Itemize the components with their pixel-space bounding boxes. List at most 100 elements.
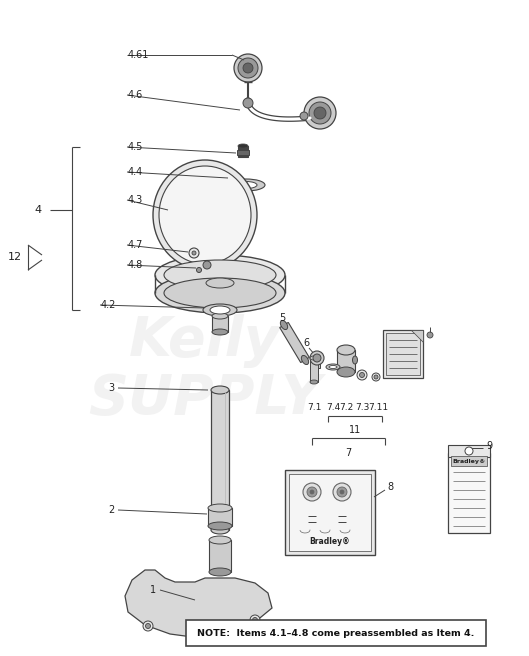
Text: 12: 12 [8,252,22,262]
Ellipse shape [159,166,251,264]
Ellipse shape [209,568,231,576]
Ellipse shape [209,536,231,544]
Text: 4.4: 4.4 [128,167,143,177]
Circle shape [197,634,203,640]
Ellipse shape [309,102,331,124]
Circle shape [427,332,433,338]
Circle shape [196,268,202,272]
Text: 4.2: 4.2 [101,300,116,310]
Bar [383,330,423,378]
Text: 4.61: 4.61 [128,50,149,60]
Ellipse shape [155,255,285,295]
Polygon shape [337,350,355,372]
Ellipse shape [211,526,229,534]
Text: 9: 9 [486,441,492,451]
Text: 5: 5 [279,313,285,323]
Ellipse shape [153,160,257,270]
Text: 11: 11 [349,425,361,435]
Circle shape [307,487,317,497]
Polygon shape [411,330,423,342]
Circle shape [374,375,378,379]
Circle shape [310,490,314,494]
Text: 7.11: 7.11 [368,403,388,413]
Text: 4.5: 4.5 [128,142,143,152]
Circle shape [372,373,380,381]
Ellipse shape [155,273,285,313]
Ellipse shape [337,345,355,355]
Circle shape [203,261,211,269]
Ellipse shape [280,320,288,329]
Text: 6: 6 [303,338,309,348]
Ellipse shape [238,58,258,78]
Circle shape [143,621,153,631]
Text: 7.2: 7.2 [339,403,353,413]
Bar [451,456,487,466]
Text: 4: 4 [35,205,42,215]
Ellipse shape [234,54,262,82]
Circle shape [250,615,260,625]
Circle shape [252,617,258,623]
Polygon shape [125,570,272,638]
Text: 7.1: 7.1 [307,403,321,413]
Ellipse shape [235,182,257,188]
Circle shape [243,98,253,108]
Bar [238,146,248,157]
Circle shape [313,354,321,362]
Text: 7: 7 [345,448,351,458]
Ellipse shape [310,356,318,360]
Text: 8: 8 [387,482,393,492]
Ellipse shape [208,504,232,512]
Bar [209,540,231,572]
Circle shape [360,373,364,377]
Circle shape [310,351,324,365]
Ellipse shape [203,304,237,316]
Bar [208,508,232,526]
Circle shape [357,370,367,380]
Text: NOTE:  Items 4.1–4.8 come preassembled as Item 4.: NOTE: Items 4.1–4.8 come preassembled as… [197,628,475,638]
Ellipse shape [212,313,228,319]
Ellipse shape [302,356,308,365]
Circle shape [337,487,347,497]
Bar [448,453,490,533]
Text: Bradley®: Bradley® [309,537,350,546]
Ellipse shape [352,356,358,364]
Circle shape [303,483,321,501]
Bar [285,470,375,555]
Circle shape [465,447,473,455]
Ellipse shape [210,306,230,314]
Ellipse shape [329,365,337,369]
Text: 1: 1 [150,585,156,595]
Text: 4.8: 4.8 [128,260,143,270]
Ellipse shape [310,380,318,384]
Text: Bradley®: Bradley® [452,459,486,464]
Text: 4.7: 4.7 [128,240,143,250]
Circle shape [145,623,150,628]
Ellipse shape [212,329,228,335]
Ellipse shape [243,63,253,73]
Bar [310,358,318,382]
Ellipse shape [206,278,234,288]
Ellipse shape [208,522,232,530]
Polygon shape [280,323,309,363]
Text: 4.6: 4.6 [128,90,143,100]
Bar [186,620,486,646]
Circle shape [189,248,199,258]
Ellipse shape [304,97,336,129]
Bar [212,316,228,332]
Text: 7.4: 7.4 [326,403,340,413]
Bar [289,474,371,551]
Text: 4.3: 4.3 [128,195,143,205]
Circle shape [195,632,205,642]
Ellipse shape [164,278,276,308]
Polygon shape [314,358,320,368]
Text: 2: 2 [108,505,114,515]
Circle shape [192,251,196,255]
Text: 3: 3 [108,383,114,393]
Circle shape [340,490,344,494]
Ellipse shape [164,260,276,290]
Ellipse shape [227,179,265,191]
Ellipse shape [326,364,340,370]
Ellipse shape [314,107,326,119]
Polygon shape [211,390,229,530]
Bar [448,445,490,457]
